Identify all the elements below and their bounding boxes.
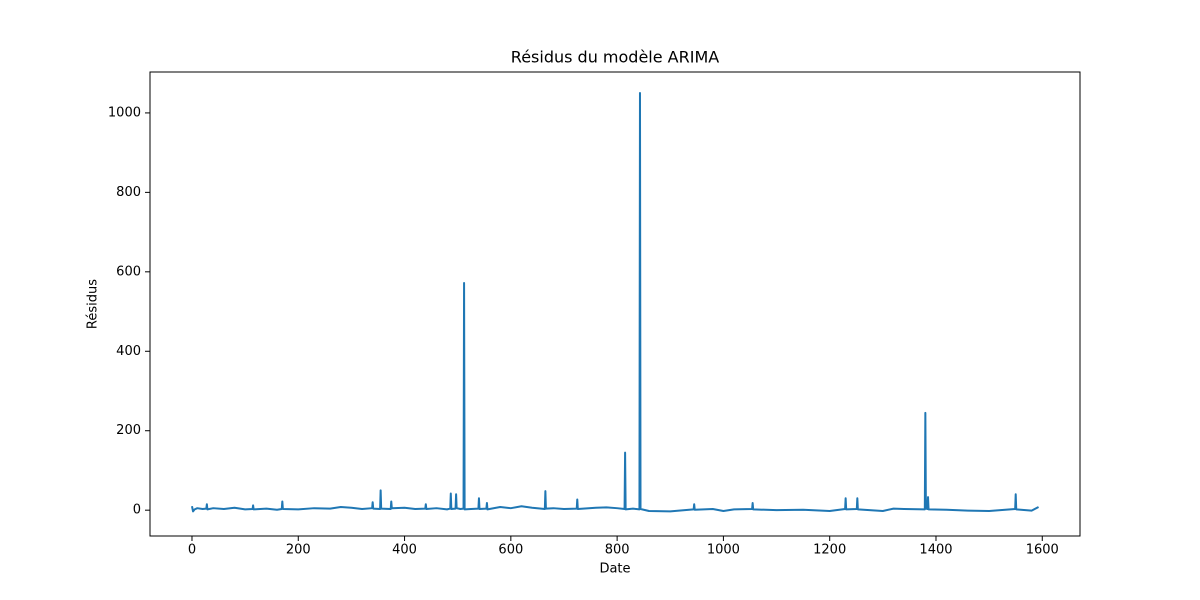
x-tick-label: 400 <box>392 543 417 558</box>
x-tick-label: 1600 <box>1026 543 1059 558</box>
x-tick-label: 1200 <box>813 543 846 558</box>
y-tick-label: 600 <box>116 264 141 279</box>
y-tick-label: 0 <box>133 503 141 518</box>
x-tick-label: 1000 <box>707 543 740 558</box>
x-tick-label: 1400 <box>919 543 952 558</box>
x-tick-label: 0 <box>188 543 196 558</box>
y-tick-label: 400 <box>116 344 141 359</box>
chart-title: Résidus du modèle ARIMA <box>511 48 719 67</box>
x-axis-label: Date <box>599 562 630 577</box>
y-tick-label: 800 <box>116 185 141 200</box>
series-line <box>191 92 1040 513</box>
x-tick-label: 800 <box>605 543 630 558</box>
x-tick-label: 200 <box>286 543 311 558</box>
y-tick-label: 200 <box>116 423 141 438</box>
plot-frame <box>149 71 1081 537</box>
x-tick-label: 600 <box>498 543 523 558</box>
y-axis-label: Résidus <box>86 279 101 329</box>
y-tick-label: 1000 <box>108 105 141 120</box>
